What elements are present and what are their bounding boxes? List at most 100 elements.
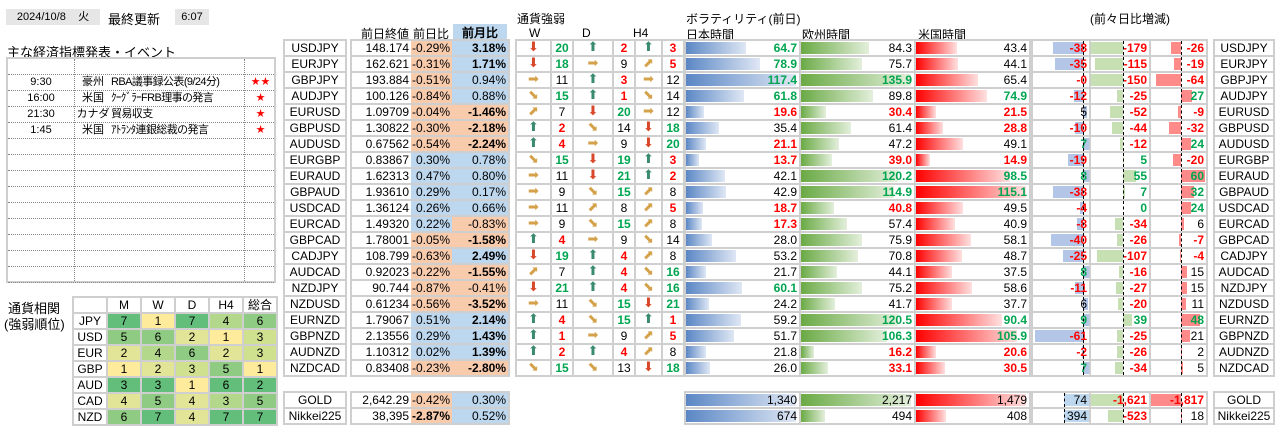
strength-rank: 16 [663, 265, 683, 279]
vol-us: 20.6 [916, 345, 1029, 359]
pair-name[interactable]: AUDNZD [1215, 345, 1273, 359]
vol-value: 58.6 [1003, 281, 1027, 295]
pair-name[interactable]: EURNZD [1215, 313, 1273, 327]
pair-name[interactable]: NZDCAD [1215, 361, 1273, 375]
pair-name[interactable]: GBPAUD [1215, 185, 1273, 199]
diff-bar [1097, 250, 1123, 262]
pair-name[interactable]: AUDUSD [1215, 137, 1273, 151]
pair-name[interactable]: EURAUD [1215, 169, 1273, 183]
diff-value: -179 [1122, 41, 1147, 55]
vol-diff-japan: -0 [1033, 73, 1089, 87]
importance-stars: ★ [255, 92, 266, 104]
pair-name[interactable]: NZDCAD [285, 361, 345, 375]
vol-us: 58.6 [916, 281, 1029, 295]
pair-name[interactable]: EURGBP [285, 153, 345, 167]
vol-value: 674 [776, 409, 797, 423]
vol-europe: 84.3 [801, 41, 914, 55]
pair-name[interactable]: USDCAD [285, 201, 345, 215]
pair-name[interactable]: AUDUSD [285, 137, 345, 151]
vol-bar [916, 42, 958, 54]
strength-rank: 7 [552, 105, 572, 119]
diff-bar [1112, 122, 1123, 134]
matrix-corner [74, 298, 106, 312]
pair-name[interactable]: EURAUD [285, 169, 345, 183]
pair-name[interactable]: GOLD [285, 393, 345, 407]
upright-arrow-icon: ⬈ [636, 249, 661, 263]
upright-arrow-icon: ⬈ [636, 217, 661, 231]
vol-header-europe: 欧州時間 [802, 28, 851, 42]
zero-axis [1083, 217, 1085, 231]
pair-name[interactable]: GBPCAD [285, 233, 345, 247]
pair-name[interactable]: USDCAD [1215, 201, 1273, 215]
strength-rank: 4 [614, 249, 634, 263]
diff-bar [1091, 42, 1123, 54]
pair-name[interactable]: CADJPY [1215, 249, 1273, 263]
pair-name[interactable]: USDJPY [285, 41, 345, 55]
pair-name[interactable]: GBPCAD [1215, 233, 1273, 247]
pair-name[interactable]: EURJPY [285, 57, 345, 71]
prev-close: 193.884 [352, 73, 411, 87]
vol-bar [801, 170, 898, 182]
down-arrow-icon: ⬇ [517, 57, 550, 71]
pair-name[interactable]: USDJPY [1215, 41, 1273, 55]
diff-bar [1083, 362, 1089, 374]
event-row [8, 251, 274, 267]
pair-name[interactable]: NZDJPY [285, 281, 345, 295]
pair-name[interactable]: CADJPY [285, 249, 345, 263]
volatility-table: 64.7 84.3 43.4 78.9 75.7 44.1 117.4 135.9 65.4 61… [684, 39, 1031, 377]
vol-bar [801, 90, 874, 102]
pair-name[interactable]: GOLD [1215, 393, 1273, 407]
pair-name[interactable]: GBPAUD [285, 185, 345, 199]
pair-name[interactable]: GBPNZD [285, 329, 345, 343]
strength-rank: 11 [552, 73, 572, 87]
pair-name[interactable]: GBPUSD [1215, 121, 1273, 135]
event-row: 21:30 カナダ 貿易収支 ★ [8, 107, 274, 123]
vol-diff-japan: 7 [1033, 137, 1089, 151]
prev-close: 1.78001 [352, 233, 411, 247]
pair-name[interactable]: GBPJPY [1215, 73, 1273, 87]
prev-close: 2,642.29 [352, 393, 411, 407]
rank-cell: 4 [176, 410, 208, 424]
pair-name[interactable]: Nikkei225 [285, 409, 345, 423]
pair-name[interactable]: NZDUSD [285, 297, 345, 311]
pair-name[interactable]: GBPJPY [285, 73, 345, 87]
right-arrow-icon: ➡ [517, 169, 550, 183]
vol-bar [916, 74, 979, 86]
up-arrow-icon: ⬆ [574, 73, 612, 87]
pair-name[interactable]: NZDJPY [1215, 281, 1273, 295]
vol-bar [801, 394, 911, 406]
strength-rank: 7 [552, 265, 572, 279]
zero-axis [1181, 169, 1183, 183]
pair-name[interactable]: EURNZD [285, 313, 345, 327]
pair-name[interactable]: GBPUSD [285, 121, 345, 135]
pair-name[interactable]: EURUSD [1215, 105, 1273, 119]
strength-rank: 15 [614, 185, 634, 199]
pair-name[interactable]: AUDCAD [1215, 265, 1273, 279]
pair-name[interactable]: EURGBP [1215, 153, 1273, 167]
pair-name[interactable]: AUDNZD [285, 345, 345, 359]
pair-name[interactable]: EURCAD [1215, 217, 1273, 231]
diff-value: 21 [1190, 329, 1204, 343]
diff-bar [1116, 282, 1123, 294]
strength-rank: 1 [552, 329, 572, 343]
pair-list: USDJPY EURJPY GBPJPY AUDJPY EURUSD GBPUSD AUDU… [283, 39, 347, 377]
diff-bar [1081, 346, 1084, 358]
right-arrow-icon: ➡ [636, 105, 661, 119]
pair-name[interactable]: AUDJPY [1215, 89, 1273, 103]
diff-bar [1171, 42, 1182, 54]
pair-name[interactable]: EURUSD [285, 105, 345, 119]
zero-axis [1181, 281, 1183, 295]
pair-name[interactable]: Nikkei225 [1215, 409, 1273, 423]
pair-name[interactable]: EURCAD [285, 217, 345, 231]
up-arrow-icon: ⬆ [517, 121, 550, 135]
strength-rank: 8 [663, 345, 683, 359]
pair-name[interactable]: AUDCAD [285, 265, 345, 279]
pair-name[interactable]: EURJPY [1215, 57, 1273, 71]
vol-diff-europe: -26 [1091, 233, 1149, 247]
pair-name[interactable]: GBPNZD [1215, 329, 1273, 343]
pair-name[interactable]: AUDJPY [285, 89, 345, 103]
pair-name[interactable]: NZDUSD [1215, 297, 1273, 311]
zero-axis [1122, 393, 1124, 407]
vol-value: 42.9 [773, 185, 797, 199]
diff-value: -10 [1069, 121, 1087, 135]
